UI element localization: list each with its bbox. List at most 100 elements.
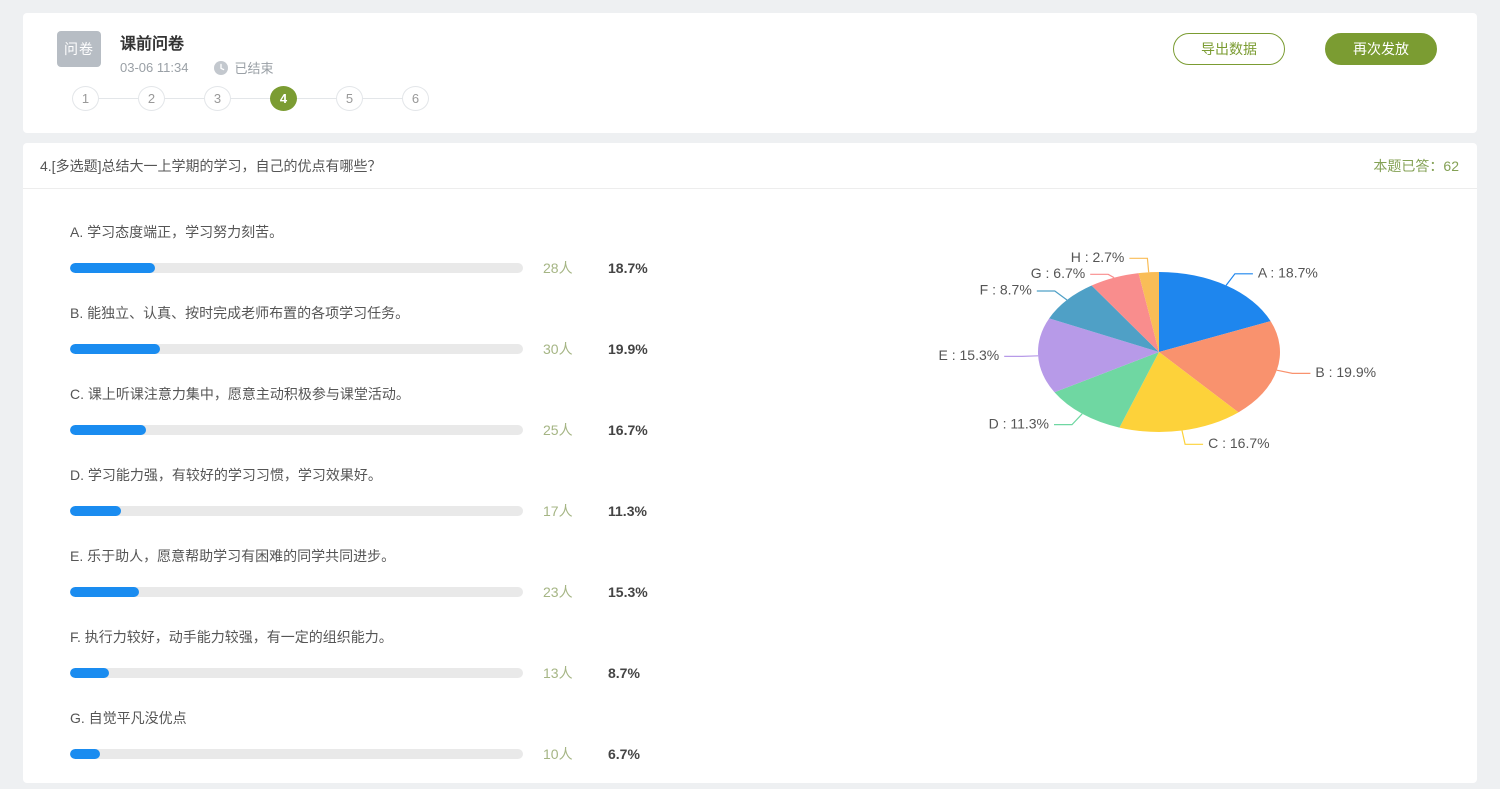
pie-slice-A[interactable] (1159, 272, 1271, 352)
step-connector (165, 98, 204, 99)
option-bar-track (70, 587, 523, 597)
option-label: D. 学习能力强，有较好的学习习惯，学习效果好。 (70, 467, 382, 483)
step-3[interactable]: 3 (204, 86, 231, 111)
option-stats: 23人 15.3% (70, 582, 710, 602)
export-data-button[interactable]: 导出数据 (1173, 33, 1285, 65)
clock-icon (214, 60, 229, 75)
pie-slice-D[interactable] (1054, 352, 1159, 428)
option-count: 23人 (543, 584, 573, 600)
option-row: D. 学习能力强，有较好的学习习惯，学习效果好。 17人 11.3% (70, 465, 710, 521)
option-label: C. 课上听课注意力集中，愿意主动积极参与课堂活动。 (70, 386, 410, 402)
option-count: 17人 (543, 503, 573, 519)
pie-label-line-C (1181, 430, 1204, 445)
option-count: 30人 (543, 341, 573, 357)
option-count: 28人 (543, 260, 573, 276)
survey-header-card: 问卷 课前问卷 03-06 11:34 已结束 导出数据 再次发放 1 2 3 4 5 6 (23, 13, 1477, 133)
option-percent: 18.7% (608, 260, 648, 276)
pie-label-D: D : 11.3% (989, 415, 1049, 431)
pie-label-G: G : 6.7% (1031, 265, 1085, 281)
option-percent: 16.7% (608, 422, 648, 438)
option-bar-track (70, 749, 523, 759)
pie-slice-E[interactable] (1037, 318, 1159, 393)
option-bar-track (70, 506, 523, 516)
results-pie-chart: A : 18.7% B : 19.9% C : 16.7% D : 11.3% E : … (938, 249, 1376, 451)
option-row: G. 自觉平凡没优点 10人 6.7% (70, 708, 710, 764)
survey-title: 课前问卷 (120, 36, 185, 53)
survey-datetime: 03-06 11:34 (120, 60, 189, 75)
step-connector (297, 98, 336, 99)
option-bar-fill (70, 668, 110, 678)
step-2[interactable]: 2 (138, 86, 165, 111)
option-label: B. 能独立、认真、按时完成老师布置的各项学习任务。 (70, 305, 410, 321)
options-list: A. 学习态度端正，学习努力刻苦。 28人 18.7% B. 能独立、认真、按时… (70, 222, 710, 789)
option-row: E. 乐于助人，愿意帮助学习有困难的同学共同进步。 23人 15.3% (70, 546, 710, 602)
pie-label-line-F (1036, 290, 1068, 301)
survey-status: 已结束 (234, 61, 274, 76)
pie-label-line-G (1090, 273, 1115, 279)
option-count: 13人 (543, 665, 573, 681)
option-bar-track (70, 668, 523, 678)
option-row: A. 学习态度端正，学习努力刻苦。 28人 18.7% (70, 222, 710, 278)
option-count: 25人 (543, 422, 573, 438)
option-label: G. 自觉平凡没优点 (70, 710, 187, 726)
question-card: 4.[多选题]总结大一上学期的学习，自己的优点有哪些？ 本题已答：62 A. 学… (23, 143, 1477, 783)
pie-label-F: F : 8.7% (980, 282, 1032, 298)
option-bar-fill (70, 425, 146, 435)
pie-label-line-D (1054, 413, 1083, 426)
pie-label-B: B : 19.9% (1315, 364, 1376, 380)
option-bar-track (70, 263, 523, 273)
option-bar-fill (70, 344, 161, 354)
pie-label-H: H : 2.7% (1071, 249, 1125, 265)
option-count: 10人 (543, 746, 573, 762)
pie-slice-G[interactable] (1091, 273, 1159, 352)
header-actions: 导出数据 再次发放 (1173, 33, 1437, 65)
question-header: 4.[多选题]总结大一上学期的学习，自己的优点有哪些？ 本题已答：62 (23, 143, 1477, 189)
step-connector (363, 98, 402, 99)
pie-label-A: A : 18.7% (1258, 265, 1318, 281)
option-percent: 6.7% (608, 746, 640, 762)
question-stepper: 1 2 3 4 5 6 (72, 86, 429, 111)
option-percent: 15.3% (608, 584, 648, 600)
pie-slice-C[interactable] (1119, 352, 1239, 433)
pie-label-E: E : 15.3% (938, 347, 999, 363)
option-row: C. 课上听课注意力集中，愿意主动积极参与课堂活动。 25人 16.7% (70, 384, 710, 440)
option-stats: 13人 8.7% (70, 663, 710, 683)
survey-meta: 03-06 11:34 已结束 (120, 58, 273, 77)
option-row: F. 执行力较好，动手能力较强，有一定的组织能力。 13人 8.7% (70, 627, 710, 683)
pie-slice-H[interactable] (1138, 272, 1159, 352)
option-percent: 11.3% (608, 503, 647, 519)
option-bar-fill (70, 506, 122, 516)
question-title: 4.[多选题]总结大一上学期的学习，自己的优点有哪些？ (40, 157, 382, 174)
pie-label-C: C : 16.7% (1208, 435, 1269, 451)
option-row: B. 能独立、认真、按时完成老师布置的各项学习任务。 30人 19.9% (70, 303, 710, 359)
option-bar-fill (70, 587, 140, 597)
option-percent: 19.9% (608, 341, 648, 357)
step-4[interactable]: 4 (270, 86, 297, 111)
pie-label-line-B (1276, 369, 1311, 374)
step-6[interactable]: 6 (402, 86, 429, 111)
option-bar-track (70, 344, 523, 354)
option-stats: 17人 11.3% (70, 501, 710, 521)
step-1[interactable]: 1 (72, 86, 99, 111)
option-percent: 8.7% (608, 665, 640, 681)
pie-slice-F[interactable] (1049, 285, 1159, 352)
pie-label-line-H (1129, 257, 1150, 273)
survey-badge-label: 问卷 (64, 41, 94, 57)
option-bar-track (70, 425, 523, 435)
step-connector (99, 98, 138, 99)
option-stats: 25人 16.7% (70, 420, 710, 440)
pie-slice-B[interactable] (1159, 321, 1280, 413)
resend-button[interactable]: 再次发放 (1325, 33, 1437, 65)
answered-count: 本题已答：62 (1373, 157, 1459, 174)
option-stats: 10人 6.7% (70, 744, 710, 764)
step-connector (231, 98, 270, 99)
option-bar-fill (70, 749, 101, 759)
option-stats: 30人 19.9% (70, 339, 710, 359)
survey-badge: 问卷 (57, 31, 101, 67)
option-bar-fill (70, 263, 155, 273)
pie-label-line-E (1004, 355, 1039, 358)
step-5[interactable]: 5 (336, 86, 363, 111)
option-stats: 28人 18.7% (70, 258, 710, 278)
option-label: A. 学习态度端正，学习努力刻苦。 (70, 224, 284, 240)
option-label: E. 乐于助人，愿意帮助学习有困难的同学共同进步。 (70, 548, 396, 564)
